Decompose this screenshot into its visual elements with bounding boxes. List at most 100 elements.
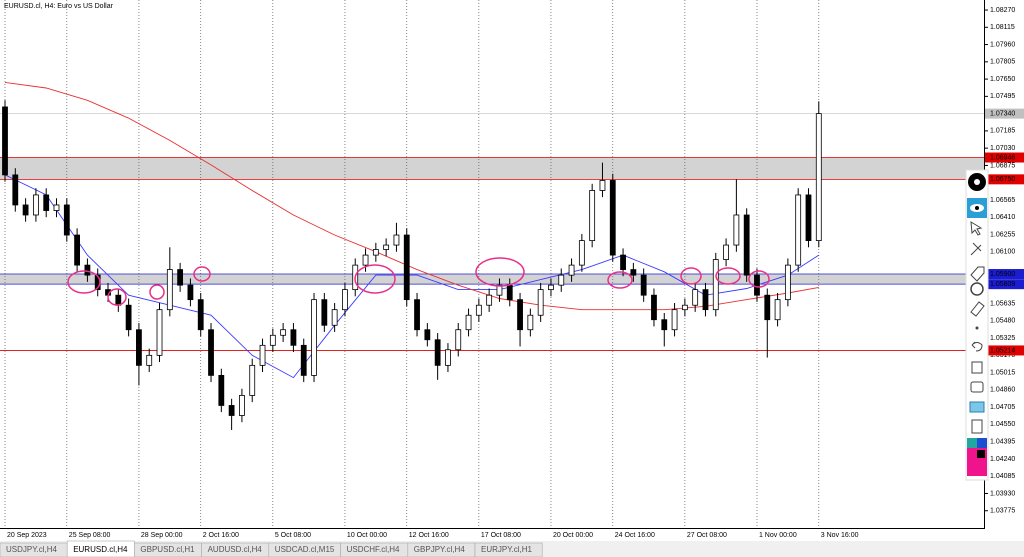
point-tool[interactable] xyxy=(975,326,979,330)
y-tick-label: 1.05015 xyxy=(990,369,1015,376)
candle-body xyxy=(12,174,19,206)
candle-body xyxy=(475,304,482,316)
x-tick-label: 28 Sep 00:00 xyxy=(141,532,183,539)
candle-body xyxy=(784,264,791,301)
tab-label[interactable]: USDJPY.cl,H4 xyxy=(6,545,58,554)
eraser-tool[interactable] xyxy=(970,301,985,317)
color-swatch[interactable] xyxy=(967,438,977,448)
candle-body xyxy=(609,180,616,256)
candle-body xyxy=(517,299,523,331)
tab-label[interactable]: USDCAD.cl,M15 xyxy=(275,545,335,554)
x-tick-label: 24 Oct 16:00 xyxy=(615,532,655,539)
candle-body xyxy=(630,269,637,276)
candle-body xyxy=(795,194,802,266)
color-swatch[interactable] xyxy=(977,438,987,448)
y-tick-label: 1.06565 xyxy=(990,197,1015,204)
color-swatch[interactable] xyxy=(977,450,985,458)
annotation-ellipse xyxy=(475,257,525,287)
tab-label[interactable]: USDCHF.cl,H4 xyxy=(347,545,400,554)
candle-body xyxy=(290,329,297,346)
y-tick-label: 1.07185 xyxy=(990,128,1015,135)
candle-body xyxy=(115,294,122,306)
candle-body xyxy=(661,319,668,331)
undo-tool[interactable] xyxy=(971,341,983,352)
candle-body xyxy=(465,314,472,331)
level-zone xyxy=(0,157,985,180)
candle-body xyxy=(455,329,462,351)
y-tick-label: 1.07650 xyxy=(990,76,1015,83)
annotation-ellipse xyxy=(607,271,633,289)
tab-label[interactable]: GBPUSD.cl,H1 xyxy=(140,545,195,554)
candle-body xyxy=(22,204,29,216)
level-zone xyxy=(0,274,985,285)
delete-tool[interactable] xyxy=(971,361,983,374)
candle-body xyxy=(548,284,554,291)
x-tick-label: 20 Sep 2023 xyxy=(7,532,47,539)
candle-body xyxy=(239,395,245,416)
x-tick-label: 10 Oct 00:00 xyxy=(347,532,387,539)
tab-label[interactable]: GBPJPY.cl,H4 xyxy=(414,545,466,554)
candle-body xyxy=(280,329,287,336)
candle-body xyxy=(434,339,441,366)
circle-tool[interactable] xyxy=(970,282,984,296)
candle-body xyxy=(156,309,163,356)
tab-label[interactable]: EURUSD.cl,H4 xyxy=(73,545,128,554)
x-tick-label: 27 Oct 08:00 xyxy=(687,532,727,539)
candle-body xyxy=(620,254,626,270)
level-label-box xyxy=(985,152,1024,163)
candle-body xyxy=(723,244,729,260)
candle-body xyxy=(187,284,194,301)
candle-body xyxy=(671,309,678,331)
candle-body xyxy=(712,259,719,311)
chart-area xyxy=(0,0,985,528)
bid-label: 1.07340 xyxy=(990,110,1015,117)
moving-average xyxy=(4,174,820,379)
y-tick-label: 1.07030 xyxy=(990,145,1015,152)
bid-label-box xyxy=(985,108,1024,119)
level-label: 1.05214 xyxy=(990,347,1015,354)
candle-body xyxy=(805,194,812,242)
candle-body xyxy=(125,304,132,331)
y-tick-label: 1.06255 xyxy=(990,231,1015,238)
y-tick-label: 1.07805 xyxy=(990,59,1015,66)
tag-tool[interactable] xyxy=(970,266,985,282)
y-tick-label: 1.05325 xyxy=(990,335,1015,342)
candle-body xyxy=(589,190,596,242)
cursor-tool[interactable] xyxy=(970,221,983,236)
line-tool[interactable] xyxy=(970,242,982,256)
candle-body xyxy=(84,264,91,276)
candle-body xyxy=(445,349,451,366)
tab-label[interactable]: EURJPY.cl,H1 xyxy=(481,545,533,554)
y-tick-label: 1.06100 xyxy=(990,249,1015,256)
x-tick-label: 25 Sep 08:00 xyxy=(69,532,111,539)
y-tick-label: 1.08270 xyxy=(990,7,1015,14)
tabs: USDJPY.cl,H4 EURUSD.cl,H4 GBPUSD.cl,H1 AUDU… xyxy=(0,540,543,557)
y-tick-label: 1.06410 xyxy=(990,214,1015,221)
tab-label[interactable]: AUDUSD.cl,H4 xyxy=(208,545,263,554)
clipboard-tool[interactable] xyxy=(971,419,983,434)
tab[interactable] xyxy=(474,542,543,557)
y-tick-label: 1.08115 xyxy=(990,24,1015,31)
x-tick-label: 20 Oct 00:00 xyxy=(553,532,593,539)
template-tool[interactable] xyxy=(970,381,984,393)
annotation-ellipse xyxy=(107,288,127,306)
candle-body xyxy=(578,240,585,266)
candle-body xyxy=(74,234,81,266)
candle-body xyxy=(692,289,699,306)
candle-body xyxy=(486,294,493,306)
candle-body xyxy=(53,204,60,211)
candle-body xyxy=(259,344,266,366)
level-label: 1.05900 xyxy=(990,271,1015,278)
chart-title: EURUSD.cl, H4: Euro vs US Dollar xyxy=(4,3,114,10)
annotation-ellipse xyxy=(193,266,211,282)
x-tick-label: 17 Oct 08:00 xyxy=(481,532,521,539)
candle-body xyxy=(393,234,400,246)
y-tick-label: 1.07960 xyxy=(990,41,1015,48)
level-label-box xyxy=(985,279,1024,290)
candle-body xyxy=(269,334,276,346)
y-tick-label: 1.04705 xyxy=(990,404,1015,411)
screenshot-tool[interactable] xyxy=(969,401,985,413)
candle-body xyxy=(754,274,760,296)
annotation-ellipse xyxy=(680,267,702,285)
